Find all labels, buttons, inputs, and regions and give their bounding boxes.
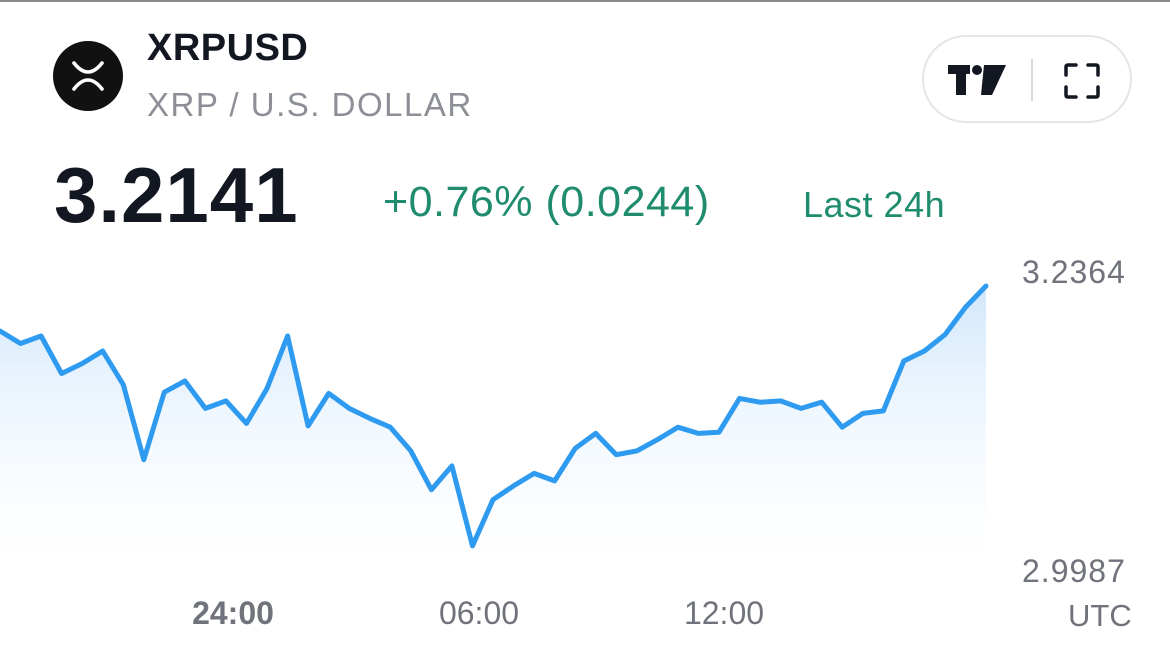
y-axis-low-label: 2.9987	[1022, 553, 1126, 589]
top-divider	[0, 0, 1170, 2]
tradingview-logo-icon[interactable]	[948, 65, 1006, 95]
xrp-glyph	[72, 61, 104, 91]
x-tick-12-00: 12:00	[683, 595, 765, 631]
y-axis-high-label: 3.2364	[1022, 254, 1126, 290]
chart-controls	[922, 35, 1132, 123]
x-tick-06-00: 06:00	[438, 595, 520, 631]
price-line	[0, 283, 989, 549]
price-area-fill	[0, 286, 986, 570]
xrp-logo-icon	[53, 41, 123, 111]
pair-description: XRP / U.S. DOLLAR	[147, 86, 473, 123]
ticker-symbol: XRPUSD	[147, 27, 309, 69]
controls-divider	[1031, 59, 1033, 101]
x-tick-24-00: 24:00	[192, 595, 274, 631]
current-price: 3.2141	[54, 151, 299, 239]
fullscreen-icon[interactable]	[1064, 63, 1100, 99]
price-change: +0.76% (0.0244)	[383, 178, 710, 226]
change-period: Last 24h	[803, 184, 946, 225]
timezone-label: UTC	[1068, 598, 1132, 633]
